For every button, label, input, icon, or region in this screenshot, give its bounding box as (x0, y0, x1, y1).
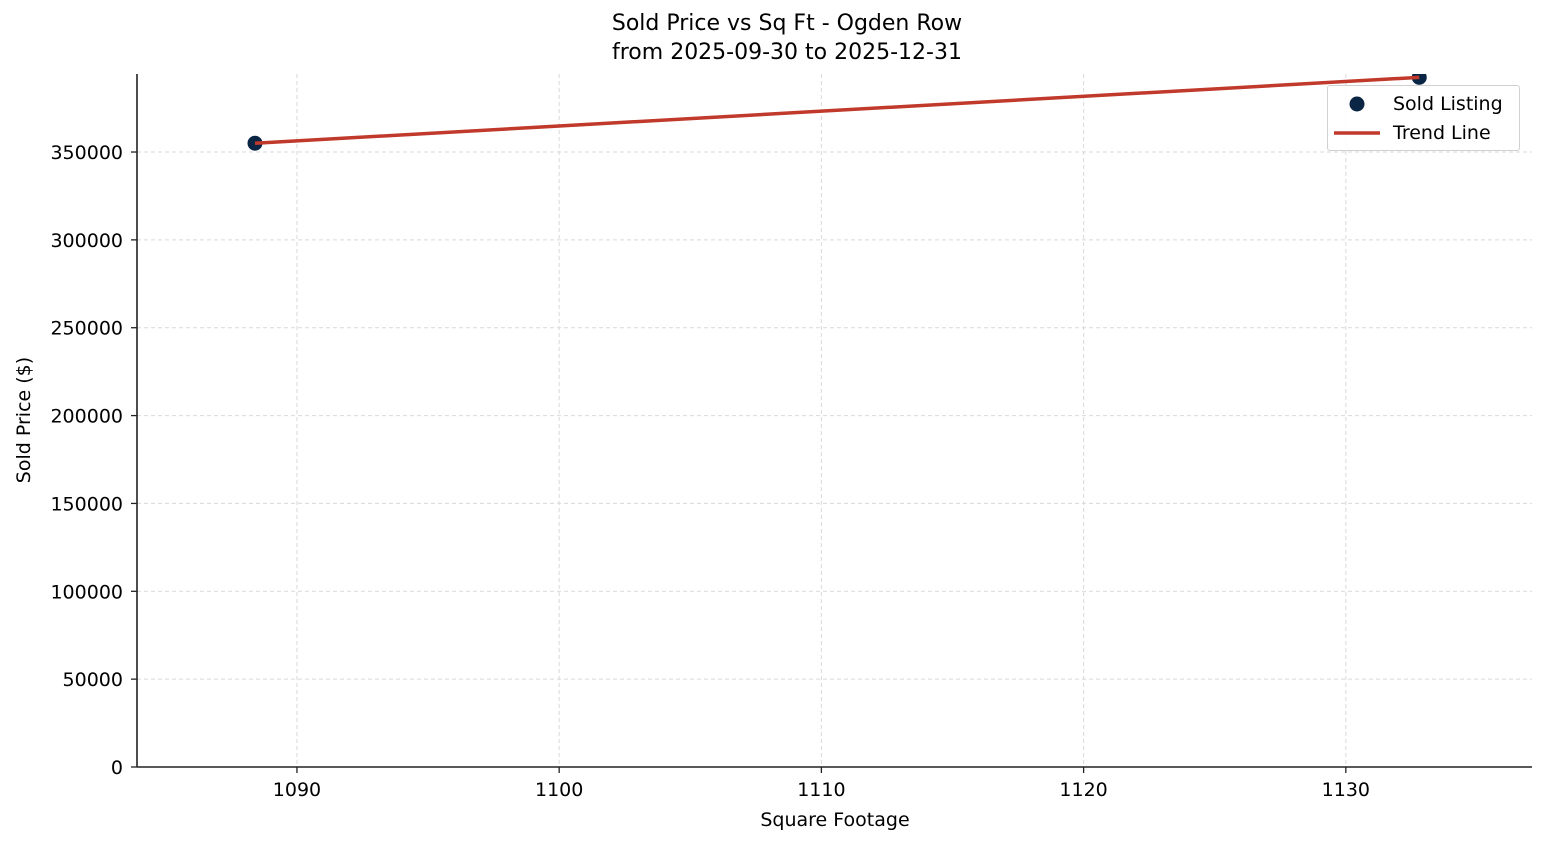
tick-labels: 1090 1100 1110 1120 1130 0 50000 100000 150000 20… (50, 142, 1370, 801)
legend-item-sold-listing: Sold Listing (1328, 90, 1519, 118)
y-tick-label: 150000 (50, 493, 123, 515)
y-tick-label: 100000 (50, 581, 123, 603)
x-tick-label: 1120 (1059, 779, 1107, 801)
y-tick-label: 300000 (50, 230, 123, 252)
x-axis-label: Square Footage (760, 809, 909, 831)
circle-marker-icon (1349, 96, 1365, 112)
legend-item-trend-line: Trend Line (1328, 119, 1519, 147)
x-tick-label: 1090 (273, 779, 321, 801)
grid-lines (137, 74, 1532, 767)
legend-label: Sold Listing (1393, 93, 1503, 115)
y-tick-label: 350000 (50, 142, 123, 164)
chart-subtitle: from 2025-09-30 to 2025-12-31 (612, 40, 962, 65)
data-series (247, 74, 1427, 151)
y-tick-label: 200000 (50, 406, 123, 428)
legend-label: Trend Line (1393, 122, 1491, 144)
legend: Sold Listing Trend Line (1327, 85, 1520, 151)
axes (131, 74, 1532, 773)
y-axis-label: Sold Price ($) (13, 357, 35, 483)
y-tick-label: 50000 (63, 669, 123, 691)
chart-title: Sold Price vs Sq Ft - Ogden Row (611, 11, 963, 36)
y-tick-label: 250000 (50, 318, 123, 340)
x-tick-label: 1110 (797, 779, 845, 801)
trend-line (254, 75, 1420, 145)
x-tick-label: 1130 (1322, 779, 1370, 801)
line-marker-icon (1334, 131, 1380, 135)
y-tick-label: 0 (111, 757, 123, 779)
x-tick-label: 1100 (535, 779, 583, 801)
data-point (247, 135, 263, 151)
